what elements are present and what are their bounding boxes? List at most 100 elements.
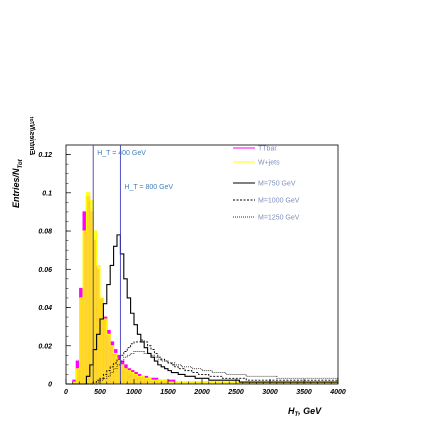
bar: [276, 382, 281, 384]
y-tick-label: 0.06: [38, 267, 52, 274]
bar: [134, 374, 138, 384]
bar: [321, 382, 325, 384]
bar: [222, 382, 226, 384]
bar: [96, 265, 100, 384]
bar: [154, 380, 158, 384]
series-w-jets: [66, 192, 338, 385]
bar: [100, 297, 104, 384]
x-tick-label: 1500: [160, 389, 176, 396]
bar: [110, 345, 114, 384]
y-axis-title: Entries/NTot: [11, 158, 24, 208]
bar: [297, 382, 301, 384]
bar: [140, 376, 145, 384]
bar: [249, 382, 253, 384]
bar: [86, 192, 90, 384]
bar: [307, 382, 311, 384]
bar: [331, 382, 335, 384]
bar: [161, 380, 165, 384]
bar: [239, 382, 243, 384]
bar: [327, 382, 332, 384]
bar: [304, 382, 308, 384]
bar: [147, 378, 151, 384]
bar: [198, 382, 202, 384]
series-line: [66, 339, 338, 385]
legend-label: M=750 GeV: [258, 181, 296, 188]
bar: [137, 376, 141, 384]
bar: [314, 382, 318, 384]
bar: [263, 382, 267, 384]
legend-label: M=1250 GeV: [258, 215, 300, 222]
bar: [242, 382, 247, 384]
bar: [317, 382, 321, 384]
bar: [253, 382, 257, 384]
bar: [174, 382, 179, 384]
bar: [188, 382, 192, 384]
bar: [117, 359, 121, 384]
series-m-1000-gev: [66, 339, 338, 385]
bar: [293, 382, 298, 384]
x-axis-title: HT, GeV: [288, 406, 322, 418]
bar: [215, 382, 219, 384]
bar: [76, 368, 80, 384]
bar: [185, 382, 189, 384]
x-tick-label: 500: [94, 389, 106, 396]
bar: [300, 382, 304, 384]
bar: [168, 382, 172, 384]
bar: [219, 382, 223, 384]
bar: [270, 382, 274, 384]
bar: [225, 382, 230, 384]
bar: [93, 231, 97, 384]
bar: [287, 382, 291, 384]
bar: [181, 382, 185, 384]
bar: [202, 382, 206, 384]
bar: [144, 378, 148, 384]
bar: [72, 382, 77, 384]
axes: H_T = 400 GeV H_T = 800 GeV 0 500 1000 1500 20…: [38, 144, 346, 396]
annotation: H_T = 400 GeV: [97, 150, 146, 157]
bar: [208, 382, 213, 384]
bar: [123, 368, 128, 384]
legend: TTbar W+jets M=750 GeV M=1000 GeV M=1250 GeV: [233, 146, 300, 222]
bar: [290, 382, 294, 384]
bar: [79, 297, 83, 384]
y-axis-title-mirror: Entries/NTot: [28, 117, 35, 156]
x-tick-label: 3500: [296, 389, 312, 396]
bar: [127, 370, 131, 384]
legend-label: W+jets: [258, 160, 280, 167]
y-tick-label: 0: [48, 382, 52, 389]
x-tick-label: 2500: [227, 389, 244, 396]
x-tick-label: 3000: [262, 389, 278, 396]
y-tick-label: 0.1: [42, 190, 52, 197]
bar: [103, 318, 107, 384]
bar: [191, 382, 196, 384]
bar: [283, 382, 287, 384]
bar: [164, 380, 168, 384]
x-tick-label: 4000: [329, 389, 346, 396]
bar: [130, 372, 134, 384]
bar: [83, 231, 87, 384]
bar: [157, 380, 162, 384]
bar: [178, 382, 182, 384]
histogram-layer: [66, 192, 338, 385]
series-line: [66, 351, 338, 385]
bar: [324, 382, 328, 384]
bar: [246, 382, 250, 384]
bar: [259, 382, 264, 384]
series-m-1250-gev: [66, 351, 338, 385]
x-tick-label: 0: [64, 389, 68, 396]
series-line: [66, 234, 338, 385]
y-tick-label: 0.02: [38, 343, 52, 350]
bar: [232, 382, 236, 384]
bar: [334, 382, 338, 384]
bar: [256, 382, 260, 384]
y-tick-label: 0.08: [38, 229, 52, 236]
x-tick-label: 2000: [193, 389, 210, 396]
bar: [273, 382, 277, 384]
bar: [171, 382, 175, 384]
bar: [205, 382, 209, 384]
legend-label: TTbar: [258, 146, 277, 153]
bar: [229, 382, 233, 384]
bar: [106, 334, 111, 384]
bar: [310, 382, 315, 384]
